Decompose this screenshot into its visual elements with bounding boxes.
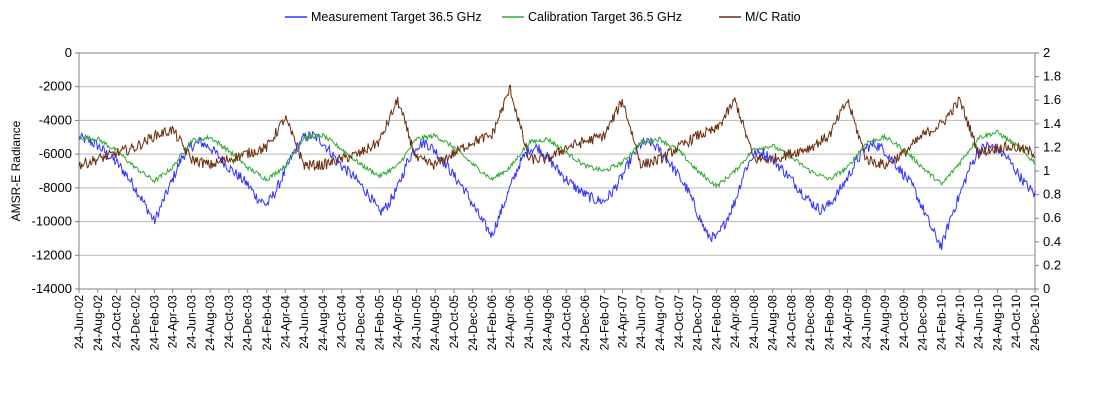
x-tick-label: 24-Feb-10 [935,295,949,351]
x-tick-label: 24-Apr-10 [953,295,967,349]
y2-tick-label: 0 [1043,281,1050,296]
series-line-1 [78,130,1036,251]
y2-tick-label: 1.4 [1043,116,1061,131]
y-tick-label: -12000 [32,247,72,262]
legend-label: Measurement Target 36.5 GHz [311,10,482,24]
x-tick-label: 24-Oct-09 [897,295,911,349]
y2-tick-label: 0.8 [1043,187,1061,202]
series-line-2 [78,129,1036,189]
x-tick-label: 24-Feb-05 [373,295,387,351]
series-line-3 [78,84,1036,172]
x-tick-label: 24-Oct-10 [1009,295,1023,349]
x-tick-label: 24-Dec-09 [916,295,930,351]
x-tick-label: 24-Dec-07 [691,295,705,351]
x-tick-label: 24-Oct-08 [785,295,799,349]
x-tick-label: 24-Jun-02 [72,295,86,349]
x-tick-label: 24-Dec-02 [128,295,142,351]
x-tick-label: 24-Oct-04 [335,295,349,349]
y-tick-label: -2000 [39,79,72,94]
legend: Measurement Target 36.5 GHz Calibration T… [285,10,801,24]
x-tick-label: 24-Aug-02 [91,295,105,351]
x-tick-label: 24-Feb-09 [822,295,836,351]
x-tick-label: 24-Jun-07 [634,295,648,349]
x-tick-label: 24-Jun-05 [409,295,423,349]
x-tick-label: 24-Feb-08 [710,295,724,351]
x-tick-label: 24-Apr-04 [278,295,292,349]
legend-item-3: M/C Ratio [719,10,801,24]
y-tick-label: -10000 [32,214,72,229]
x-tick-label: 24-Aug-05 [428,295,442,351]
x-tick-label: 24-Aug-04 [316,295,330,351]
x-tick-label: 24-Oct-05 [447,295,461,349]
x-tick-label: 24-Jun-06 [522,295,536,349]
series-layer [78,84,1036,251]
legend-item-1: Measurement Target 36.5 GHz [285,10,482,24]
legend-label: Calibration Target 36.5 GHz [528,10,682,24]
x-tick-label: 24-Apr-09 [841,295,855,349]
x-tick-label: 24-Feb-04 [260,295,274,351]
x-tick-label: 24-Feb-03 [147,295,161,351]
plot-border [78,52,1036,290]
x-tick-label: 24-Jun-03 [184,295,198,349]
plot-frame [78,52,1036,290]
x-tick-label: 24-Dec-05 [466,295,480,351]
x-tick-label: 24-Oct-07 [672,295,686,349]
x-tick-label: 24-Feb-06 [485,295,499,351]
x-tick-label: 24-Aug-10 [990,295,1004,351]
y-axis-left: 0 -2000 -4000 -6000 -8000 -10000 -12000 -14000 [32,45,79,296]
x-tick-label: 24-Jun-08 [747,295,761,349]
x-tick-label: 24-Feb-07 [597,295,611,351]
x-tick-label: 24-Apr-08 [728,295,742,349]
x-tick-label: 24-Aug-03 [203,295,217,351]
x-axis: 24-Jun-02 24-Aug-02 24-Oct-02 24-Dec-02 24-F… [72,289,1042,351]
x-tick-label: 24-Aug-09 [878,295,892,351]
x-tick-label: 24-Oct-06 [559,295,573,349]
y2-tick-label: 0.4 [1043,234,1061,249]
legend-item-2: Calibration Target 36.5 GHz [502,10,682,24]
y2-tick-label: 1.2 [1043,139,1061,154]
y-axis-title: AMSR-E Radiance [9,120,23,221]
x-tick-label: 24-Dec-10 [1028,295,1042,351]
x-tick-label: 24-Apr-06 [503,295,517,349]
x-tick-label: 24-Oct-03 [222,295,236,349]
x-tick-label: 24-Dec-08 [803,295,817,351]
y2-tick-label: 1 [1043,163,1050,178]
y2-tick-label: 1.8 [1043,69,1061,84]
y-tick-label: 0 [65,45,72,60]
y-tick-label: -4000 [39,112,72,127]
y2-tick-label: 1.6 [1043,92,1061,107]
x-tick-label: 24-Aug-08 [766,295,780,351]
y-tick-label: -8000 [39,180,72,195]
x-tick-label: 24-Aug-06 [541,295,555,351]
x-tick-label: 24-Dec-06 [578,295,592,351]
x-tick-label: 24-Dec-04 [353,295,367,351]
y2-tick-label: 0.2 [1043,257,1061,272]
y-axis-right: 0 0.2 0.4 0.6 0.8 1 1.2 1.4 1.6 1.8 2 [1035,45,1061,296]
x-tick-label: 24-Aug-07 [653,295,667,351]
y2-tick-label: 0.6 [1043,210,1061,225]
x-tick-label: 24-Apr-03 [166,295,180,349]
gridlines [79,52,1035,290]
x-tick-label: 24-Jun-04 [297,295,311,349]
legend-label: M/C Ratio [745,10,801,24]
x-tick-label: 24-Jun-09 [859,295,873,349]
x-tick-label: 24-Apr-07 [615,295,629,349]
x-tick-label: 24-Dec-03 [241,295,255,351]
y2-tick-label: 2 [1043,45,1050,60]
x-tick-label: 24-Apr-05 [391,295,405,349]
y-tick-label: -14000 [32,281,72,296]
x-tick-label: 24-Oct-02 [110,295,124,349]
x-tick-label: 24-Jun-10 [972,295,986,349]
y-tick-label: -6000 [39,146,72,161]
